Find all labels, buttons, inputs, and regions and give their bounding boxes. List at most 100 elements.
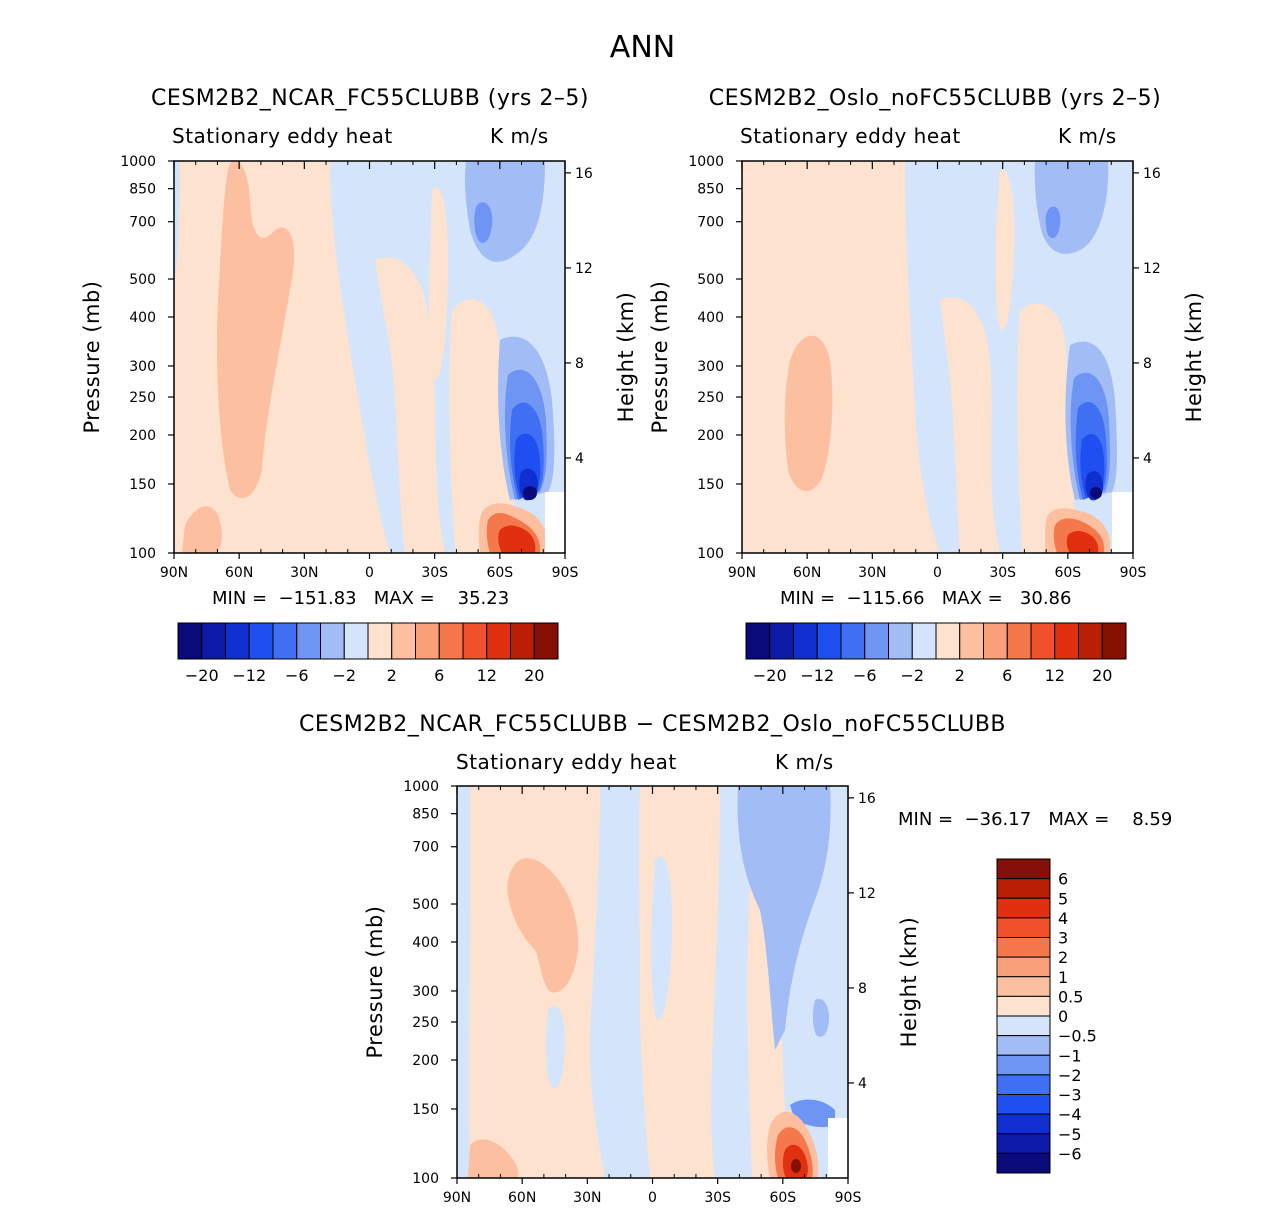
colorbar-label: 20 (1092, 666, 1112, 685)
colorbar-swatch (367, 622, 393, 660)
panel-3-negative-strip-lower (546, 1006, 565, 1089)
colorbar-swatch (745, 622, 771, 660)
latitude-tick-label: 30N (573, 1190, 601, 1206)
colorbar-swatch (935, 622, 961, 660)
pressure-tick-label: 1000 (403, 779, 439, 795)
colorbar-swatch (533, 622, 559, 660)
panel-2-min-max: MIN = −115.66 MAX = 30.86 (780, 588, 1072, 609)
panel-3-min-max: MIN = −36.17 MAX = 8.59 (898, 809, 1173, 830)
colorbar-swatch (816, 622, 842, 660)
panel-1-negative-min-core (523, 486, 537, 500)
latitude-tick-label: 90N (728, 565, 756, 581)
colorbar-label: −12 (800, 666, 834, 685)
colorbar-swatch (911, 622, 937, 660)
pressure-tick-label: 500 (129, 272, 156, 288)
colorbar-label: −2 (900, 666, 924, 685)
colorbar-label: 3 (1058, 929, 1068, 948)
latitude-tick-label: 0 (648, 1190, 657, 1206)
colorbar-swatch (864, 622, 889, 660)
colorbar-layer: −20 −12 −6 −2 2 6 12 20 −20 −12 −6 −2 2 6 12 206543210.… (177, 622, 1127, 1174)
latitude-tick-label: 90S (1120, 565, 1147, 581)
colorbar-swatch (996, 1074, 1051, 1095)
colorbar-swatch (1054, 622, 1079, 660)
latitude-tick-label: 60S (1054, 565, 1081, 581)
height-tick-label: 16 (575, 166, 593, 182)
colorbar-swatch (1006, 622, 1032, 660)
panel-3-negative-strip-tropics (651, 856, 672, 1020)
colorbar-swatch (996, 956, 1051, 978)
panel-2-axes: 100 150 200 250 300 400 500 700 850 1000 16 12 8 4 90N… (648, 154, 1206, 581)
colorbar-swatch (248, 622, 274, 660)
colorbar-swatch (996, 1035, 1051, 1056)
pressure-tick-label: 850 (412, 807, 439, 823)
colorbar-swatch (1078, 622, 1103, 660)
colorbar-swatch (996, 937, 1051, 958)
pressure-tick-label: 150 (697, 477, 724, 493)
height-tick-label: 8 (1143, 356, 1152, 372)
colorbar-label: −6 (285, 666, 309, 685)
panel-3-positive-near-surface-west (468, 1139, 519, 1178)
height-tick-label: 16 (858, 791, 876, 807)
colorbar-label: 12 (477, 666, 497, 685)
colorbar-swatch (996, 1133, 1051, 1154)
panel-3-missing-data-region (828, 1118, 848, 1178)
height-axis-title: Height (km) (1182, 292, 1206, 423)
panel-1-plot (174, 161, 565, 553)
latitude-tick-label: 90N (160, 565, 188, 581)
colorbar-swatch (996, 1054, 1051, 1076)
pressure-tick-label: 200 (129, 428, 156, 444)
latitude-tick-label: 0 (933, 565, 942, 581)
colorbar-label: −6 (1058, 1144, 1082, 1163)
colorbar-swatch (272, 622, 298, 660)
colorbar-label: −4 (1058, 1105, 1082, 1124)
colorbar-swatch (996, 1094, 1051, 1115)
colorbar-label: −20 (185, 666, 219, 685)
colorbar-swatch (1101, 622, 1127, 660)
colorbar-label: 1 (1058, 968, 1068, 987)
colorbar-swatch (996, 976, 1051, 997)
pressure-axis-title: Pressure (mb) (363, 905, 387, 1058)
latitude-tick-label: 30S (989, 565, 1016, 581)
colorbar-swatch (415, 622, 440, 660)
colorbar-swatch (391, 622, 416, 660)
panel-2-negative-jet-inner (1045, 206, 1061, 239)
panel-3-plot (457, 786, 848, 1178)
latitude-tick-label: 90S (835, 1190, 862, 1206)
panel-2-negative-min-core (1090, 487, 1102, 499)
pressure-tick-label: 400 (697, 310, 724, 326)
latitude-tick-label: 30S (421, 565, 448, 581)
height-tick-label: 4 (1143, 451, 1152, 467)
latitude-tick-label: 60N (793, 565, 821, 581)
panel-1-min-max: MIN = −151.83 MAX = 35.23 (212, 588, 510, 609)
colorbar-label: 5 (1058, 889, 1068, 908)
panel-1-colorbar: −20 −12 −6 −2 2 6 12 20 (177, 622, 559, 685)
colorbar-swatch (983, 622, 1008, 660)
colorbar-swatch (996, 917, 1051, 938)
axes-layer: 100150200250300400500700850100016128490N… (80, 154, 1206, 1206)
pressure-tick-label: 150 (412, 1102, 439, 1118)
colorbar-swatch (996, 858, 1051, 880)
colorbar-label: 6 (1002, 666, 1012, 685)
pressure-tick-label: 100 (412, 1171, 439, 1187)
pressure-tick-label: 400 (412, 935, 439, 951)
panel-2-positive-region-midlat (784, 335, 833, 492)
height-tick-label: 12 (1143, 261, 1161, 277)
latitude-tick-label: 60S (486, 565, 513, 581)
colorbar-swatch (486, 622, 511, 660)
colorbar-swatch (225, 622, 250, 660)
height-tick-label: 12 (575, 261, 593, 277)
pressure-tick-label: 200 (697, 428, 724, 444)
colorbar-swatch (959, 622, 984, 660)
panel-3-positive-max-core (791, 1159, 801, 1173)
panel-2-positive-strip-tropics (995, 169, 1015, 330)
pressure-tick-label: 250 (129, 390, 156, 406)
colorbar-label: −2 (332, 666, 356, 685)
height-tick-label: 4 (858, 1076, 867, 1092)
colorbar-swatch (996, 1152, 1051, 1174)
pressure-tick-label: 100 (697, 546, 724, 562)
colorbar-label: −3 (1058, 1086, 1082, 1105)
height-tick-label: 16 (1143, 166, 1161, 182)
colorbar-label: 12 (1045, 666, 1065, 685)
panel-2-positive-band-midlat (940, 297, 1000, 553)
